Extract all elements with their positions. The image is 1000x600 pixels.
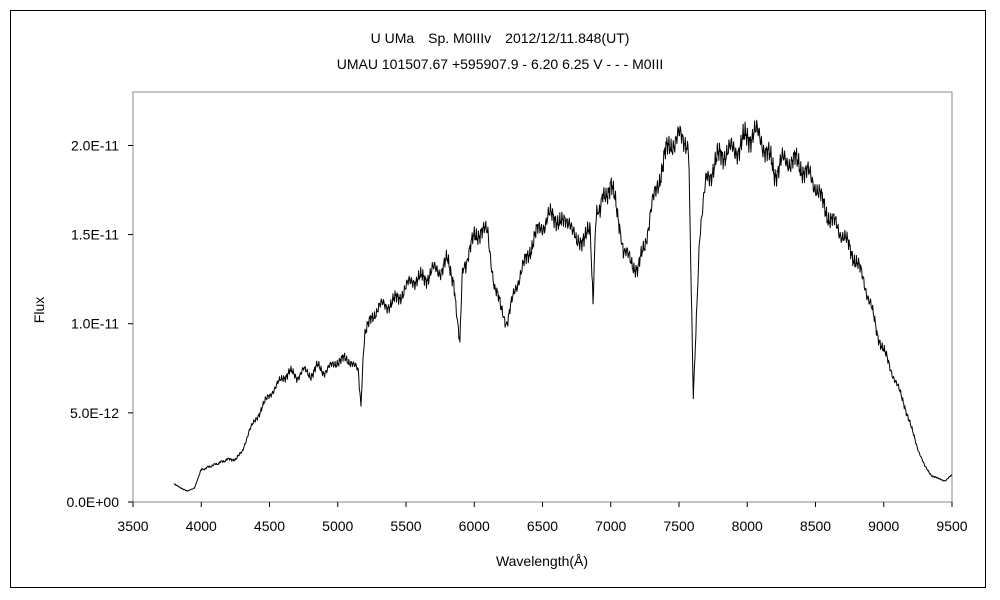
x-tick-label: 5000 — [322, 518, 353, 534]
y-tick-label: 1.5E-11 — [71, 227, 119, 243]
x-axis-ticks: 3500 4000 4500 5000 5500 6000 6500 7000 7500 8000… — [117, 502, 968, 534]
x-tick-label: 7000 — [595, 518, 626, 534]
x-axis-label: Wavelength(Å) — [496, 553, 588, 569]
y-axis-label: Flux — [31, 297, 47, 323]
flux-series-line — [173, 119, 953, 492]
x-tick-label: 8500 — [800, 518, 831, 534]
x-tick-label: 6500 — [527, 518, 558, 534]
plot-area — [132, 91, 953, 503]
x-tick-label: 8000 — [732, 518, 763, 534]
x-tick-label: 9000 — [868, 518, 899, 534]
y-tick-label: 2.0E-11 — [71, 137, 119, 153]
x-tick-label: 7500 — [663, 518, 694, 534]
y-axis-ticks: 0.0E+00 5.0E-12 1.0E-11 1.5E-11 2.0E-11 — [66, 137, 133, 510]
chart-subtitle: UMAU 101507.67 +595907.9 - 6.20 6.25 V -… — [336, 56, 664, 72]
x-tick-label: 3500 — [117, 518, 148, 534]
y-tick-label: 0.0E+00 — [66, 494, 119, 510]
y-tick-label: 1.0E-11 — [71, 316, 119, 332]
x-tick-label: 5500 — [390, 518, 421, 534]
x-tick-label: 6000 — [459, 518, 490, 534]
x-tick-label: 4500 — [254, 518, 285, 534]
x-tick-label: 9500 — [936, 518, 967, 534]
chart-frame — [10, 10, 986, 588]
x-tick-label: 4000 — [186, 518, 217, 534]
y-tick-label: 5.0E-12 — [70, 405, 119, 421]
chart-title: U UMa Sp. M0IIIv 2012/12/11.848(UT) — [370, 30, 630, 46]
